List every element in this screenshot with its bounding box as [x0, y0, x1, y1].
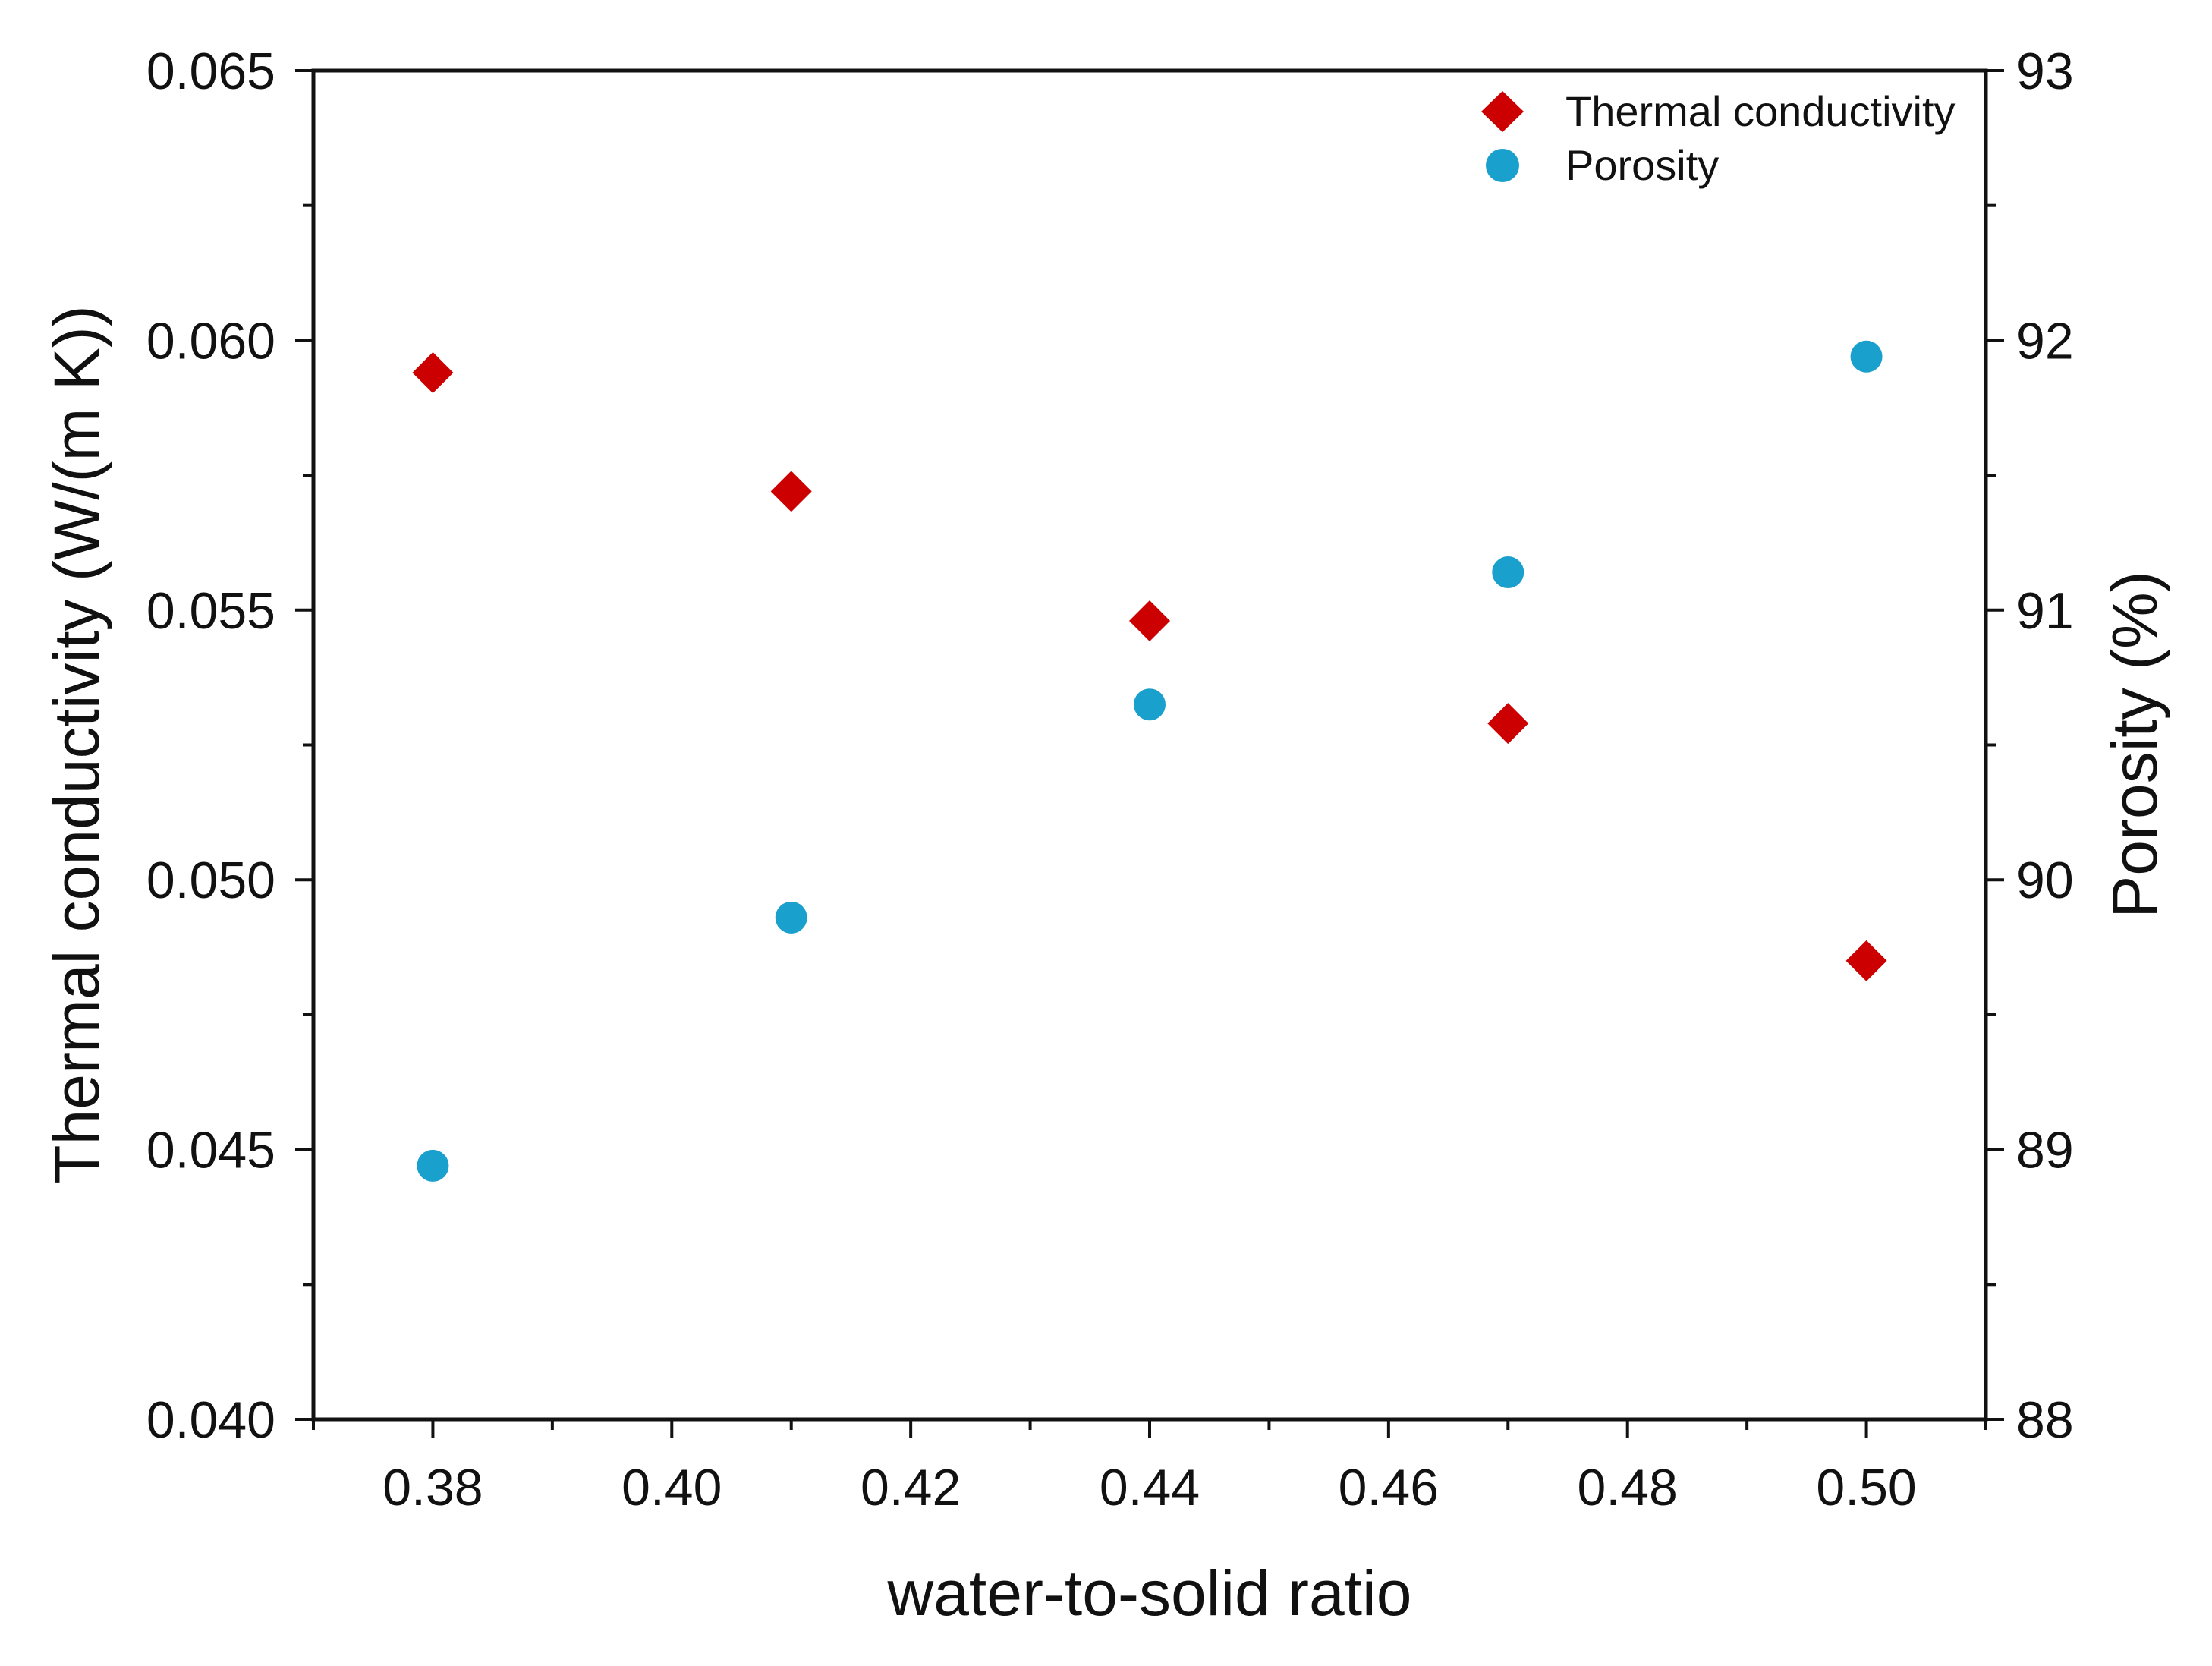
tick-labels: 0.38 0.40 0.42 0.44 0.46 0.48 0.50 0.040 0.045 0.…: [146, 43, 2074, 1516]
tick-marks: [295, 69, 2004, 1438]
y2-tick-label: 92: [2016, 312, 2074, 370]
y-tick-label: 0.040: [146, 1391, 275, 1449]
y2-axis-title: Porosity (%): [2099, 571, 2170, 918]
y2-tick-label: 91: [2016, 582, 2074, 640]
y2-tick-label: 93: [2016, 43, 2074, 100]
y2-tick-label: 88: [2016, 1391, 2074, 1449]
y-tick-label: 0.055: [146, 582, 275, 640]
y-tick-label: 0.060: [146, 312, 275, 370]
data-point-thermal-conductivity: [1845, 940, 1887, 981]
y2-tick-label: 90: [2016, 852, 2074, 909]
x-tick-label: 0.44: [1100, 1459, 1200, 1516]
data-point-porosity: [417, 1149, 449, 1182]
data-point-thermal-conductivity: [412, 352, 454, 394]
data-point-porosity: [775, 901, 807, 934]
x-tick-label: 0.46: [1339, 1459, 1439, 1516]
y2-tick-label: 89: [2016, 1122, 2074, 1179]
plot-frame-group: [311, 68, 1988, 1422]
data-point-porosity: [1492, 556, 1524, 589]
data-point-thermal-conductivity: [1487, 703, 1529, 745]
legend-label-thermal-conductivity: Thermal conductivity: [1565, 87, 1956, 135]
x-tick-label: 0.42: [861, 1459, 961, 1516]
x-tick-label: 0.40: [621, 1459, 722, 1516]
plot-frame: [311, 68, 1988, 1422]
y-tick-label: 0.050: [146, 852, 275, 909]
data-marks: [412, 340, 1887, 1182]
x-tick-label: 0.38: [382, 1459, 483, 1516]
y-tick-label: 0.065: [146, 43, 275, 100]
x-axis-title: water-to-solid ratio: [887, 1557, 1412, 1629]
y-tick-label: 0.045: [146, 1122, 275, 1179]
data-point-thermal-conductivity: [770, 471, 812, 512]
x-tick-label: 0.50: [1816, 1459, 1916, 1516]
legend-label-porosity: Porosity: [1565, 141, 1719, 189]
data-point-porosity: [1850, 340, 1883, 373]
legend: Thermal conductivity Porosity: [1481, 87, 1956, 189]
legend-marker-porosity: [1486, 149, 1519, 182]
data-point-thermal-conductivity: [1129, 600, 1170, 642]
data-point-porosity: [1134, 688, 1166, 721]
x-tick-label: 0.48: [1578, 1459, 1678, 1516]
y-axis-title: Thermal conductivity (W/(m K)): [41, 305, 112, 1183]
legend-marker-thermal-conductivity: [1481, 91, 1524, 132]
